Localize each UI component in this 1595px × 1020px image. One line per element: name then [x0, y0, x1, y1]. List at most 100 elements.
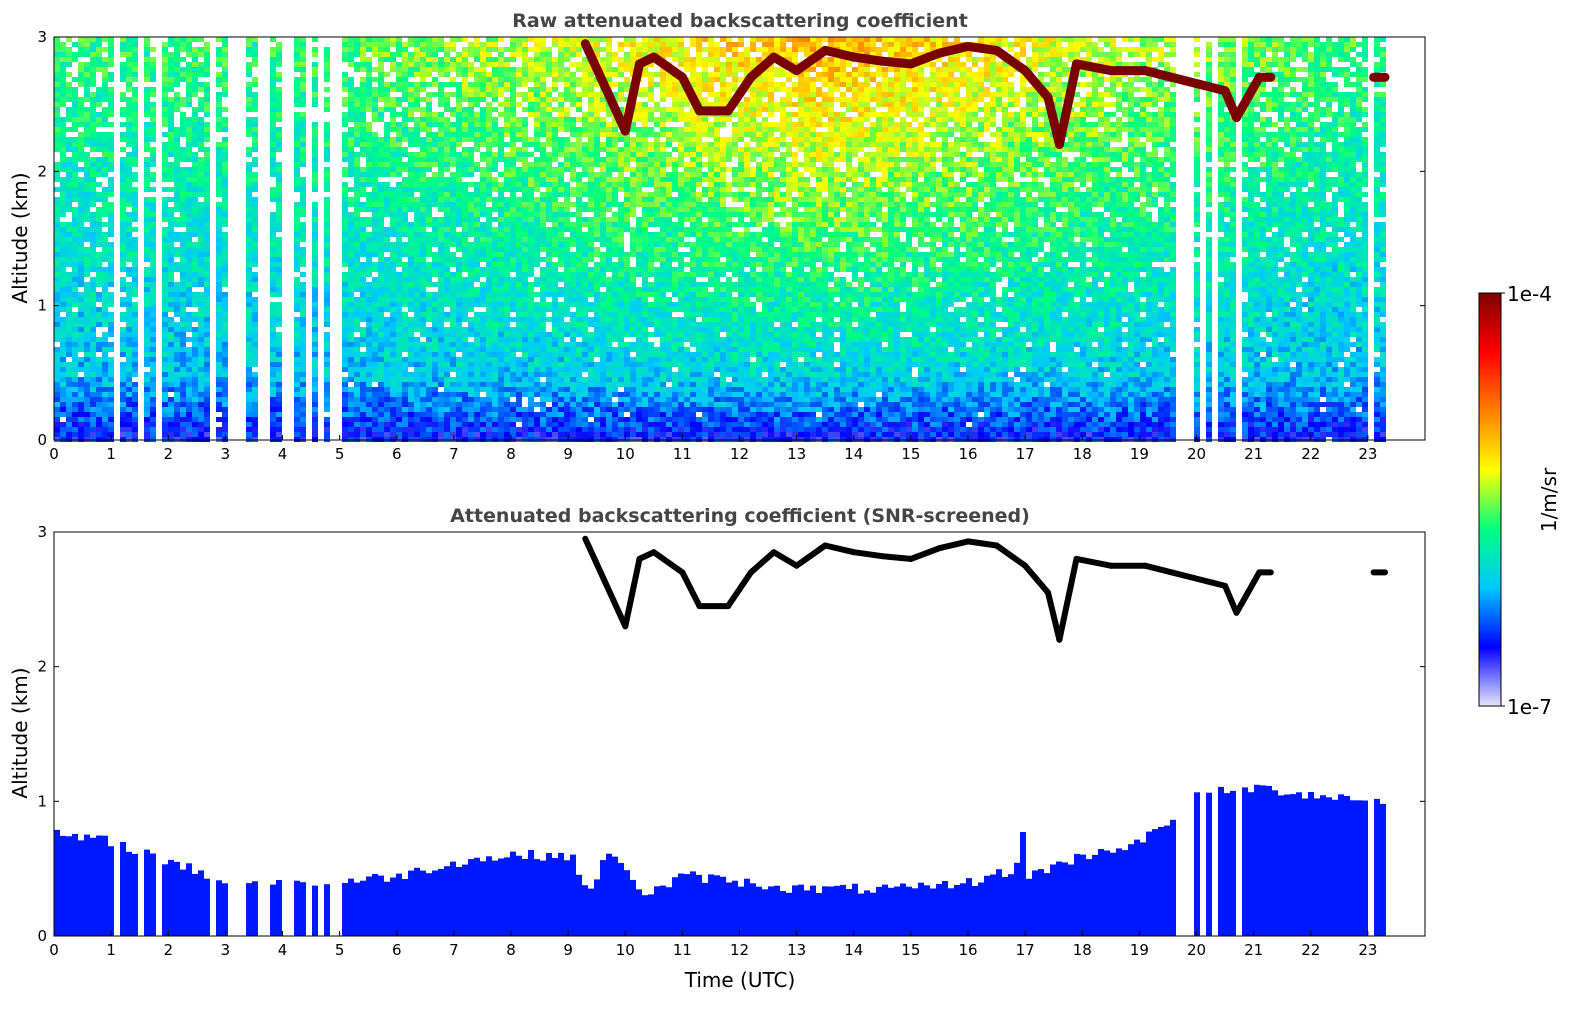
heatmap-cell [126, 157, 132, 162]
heatmap-cell [216, 352, 222, 357]
heatmap-cell [168, 72, 174, 77]
heatmap-cell [444, 142, 450, 147]
heatmap-cell [90, 377, 96, 382]
heatmap-cell [252, 122, 258, 127]
heatmap-cell [108, 322, 114, 327]
heatmap-cell [192, 397, 198, 402]
heatmap-cell [450, 202, 456, 207]
heatmap-cell [552, 127, 558, 132]
heatmap-cell [402, 282, 408, 287]
heatmap-cell [342, 307, 348, 312]
heatmap-cell [390, 402, 396, 407]
heatmap-cell [528, 342, 534, 347]
heatmap-cell [216, 157, 222, 162]
heatmap-cell [204, 367, 210, 372]
heatmap-cell [378, 252, 384, 257]
heatmap-cell [192, 107, 198, 112]
heatmap-cell [528, 357, 534, 362]
heatmap-cell [414, 247, 420, 252]
heatmap-cell [408, 157, 414, 162]
heatmap-cell [510, 407, 516, 412]
heatmap-cell [528, 102, 534, 107]
heatmap-cell [360, 222, 366, 227]
heatmap-cell [546, 262, 552, 267]
heatmap-cell [84, 52, 90, 57]
heatmap-cell [198, 427, 204, 432]
heatmap-cell [174, 367, 180, 372]
heatmap-cell [324, 242, 330, 247]
heatmap-cell [420, 342, 426, 347]
heatmap-cell [438, 402, 444, 407]
heatmap-cell [498, 247, 504, 252]
heatmap-cell [426, 262, 432, 267]
heatmap-cell [300, 427, 306, 432]
heatmap-cell [498, 407, 504, 412]
heatmap-cell [516, 382, 522, 387]
heatmap-cell [432, 232, 438, 237]
heatmap-cell [402, 277, 408, 282]
heatmap-cell [78, 342, 84, 347]
heatmap-cell [276, 412, 282, 417]
heatmap-cell [426, 277, 432, 282]
heatmap-cell [486, 327, 492, 332]
heatmap-cell [408, 242, 414, 247]
heatmap-cell [252, 202, 258, 207]
heatmap-cell [504, 187, 510, 192]
heatmap-cell [522, 262, 528, 267]
heatmap-cell [72, 142, 78, 147]
heatmap-cell [378, 167, 384, 172]
heatmap-cell [540, 192, 546, 197]
heatmap-cell [510, 362, 516, 367]
heatmap-cell [492, 202, 498, 207]
heatmap-cell [456, 162, 462, 167]
heatmap-cell [222, 232, 228, 237]
heatmap-cell [498, 202, 504, 207]
heatmap-cell [426, 347, 432, 352]
heatmap-cell [522, 382, 528, 387]
heatmap-cell [456, 307, 462, 312]
heatmap-cell [168, 407, 174, 412]
heatmap-cell [108, 417, 114, 422]
heatmap-cell [516, 282, 522, 287]
heatmap-cell [456, 52, 462, 57]
heatmap-cell [450, 197, 456, 202]
heatmap-cell [528, 137, 534, 142]
heatmap-cell [66, 52, 72, 57]
heatmap-cell [408, 337, 414, 342]
heatmap-cell [324, 382, 330, 387]
heatmap-cell [366, 47, 372, 52]
heatmap-cell [492, 217, 498, 222]
heatmap-cell [246, 202, 252, 207]
heatmap-cell [108, 107, 114, 112]
heatmap-cell [408, 142, 414, 147]
heatmap-cell [486, 322, 492, 327]
heatmap-cell [312, 102, 318, 107]
heatmap-cell [216, 317, 222, 322]
heatmap-cell [132, 87, 138, 92]
heatmap-cell [462, 197, 468, 202]
heatmap-cell [186, 377, 192, 382]
heatmap-cell [528, 237, 534, 242]
heatmap-cell [174, 137, 180, 142]
heatmap-cell [126, 392, 132, 397]
heatmap-cell [270, 402, 276, 407]
heatmap-cell [78, 97, 84, 102]
heatmap-cell [444, 57, 450, 62]
heatmap-cell [144, 407, 150, 412]
heatmap-cell [528, 327, 534, 332]
heatmap-cell [498, 217, 504, 222]
heatmap-cell [186, 287, 192, 292]
heatmap-cell [348, 112, 354, 117]
heatmap-cell [354, 97, 360, 102]
heatmap-cell [150, 112, 156, 117]
heatmap-cell [300, 222, 306, 227]
heatmap-cell [180, 407, 186, 412]
heatmap-cell [324, 177, 330, 182]
heatmap-cell [66, 432, 72, 437]
heatmap-cell [108, 272, 114, 277]
heatmap-cell [168, 302, 174, 307]
heatmap-cell [348, 262, 354, 267]
heatmap-cell [468, 67, 474, 72]
heatmap-cell [420, 292, 426, 297]
heatmap-cell [438, 157, 444, 162]
